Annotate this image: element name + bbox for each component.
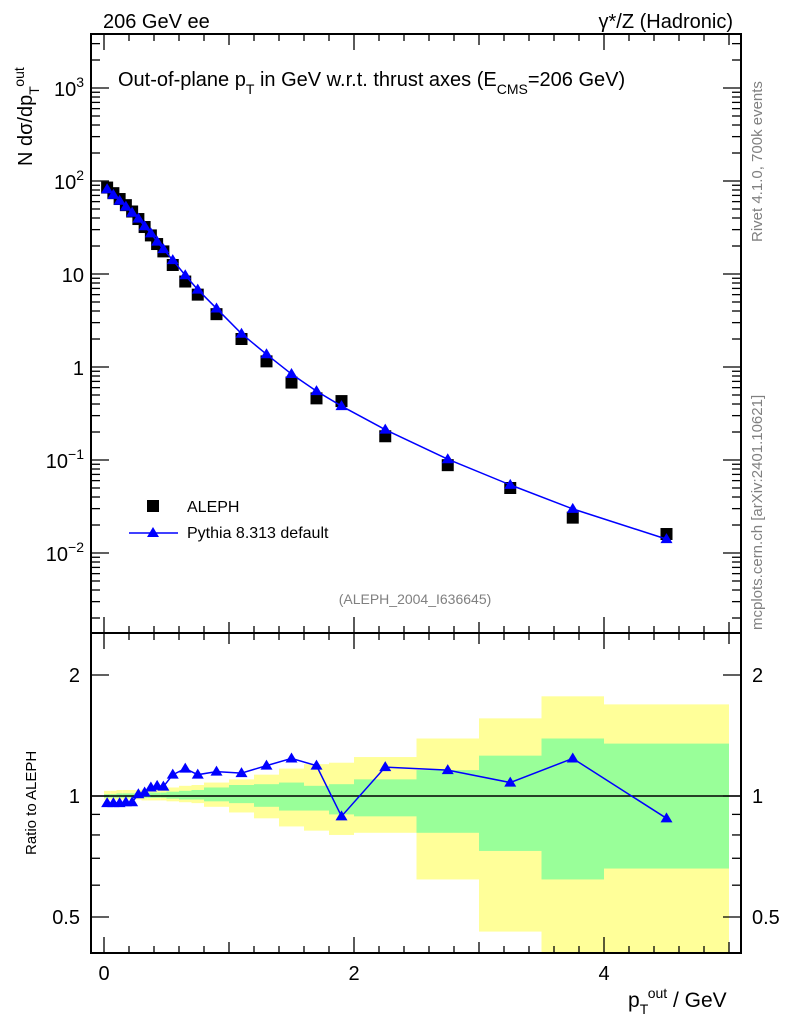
pythia-point: [126, 206, 139, 217]
pythia-point: [235, 327, 248, 338]
header-right: γ*/Z (Hadronic): [599, 11, 733, 33]
stat-uncertainty-band-bin: [204, 787, 229, 802]
main-y-tick-label: 102: [54, 167, 84, 194]
pythia-point: [138, 220, 151, 231]
pythia-point: [310, 385, 323, 396]
ratio-point: [179, 762, 192, 773]
ratio-point: [441, 764, 454, 775]
main-data-marks: [101, 181, 673, 544]
pythia-point: [379, 423, 392, 434]
ratio-y-tick-label-left: 1: [69, 786, 80, 808]
ratio-point: [379, 761, 392, 772]
x-axis-label: pTout / GeV: [628, 985, 727, 1017]
legend: ALEPH Pythia 8.313 default: [129, 499, 329, 542]
ratio-point: [157, 780, 170, 791]
ratio-point: [166, 768, 179, 779]
plot-title: Out-of-plane pT in GeV w.r.t. thrust axe…: [118, 69, 625, 97]
ratio-y-tick-label-right: 2: [752, 665, 763, 687]
main-panel-frame: [90, 33, 742, 634]
stat-uncertainty-band-bin: [604, 743, 729, 869]
ratio-y-tick-label-left: 0.5: [52, 907, 80, 929]
stat-uncertainty-band-bin: [229, 785, 254, 804]
pythia-curve: [106, 188, 667, 540]
main-y-tick-label: 10−2: [46, 539, 84, 566]
x-tick-label: 0: [98, 963, 109, 985]
ratio-y-tick-label-right: 1: [752, 786, 763, 808]
ratio-point: [310, 759, 323, 770]
pythia-point: [166, 254, 179, 265]
rivet-version-label: Rivet 4.1.0, 700k events: [749, 81, 766, 242]
stat-uncertainty-band-bin: [166, 791, 179, 799]
ratio-point: [235, 767, 248, 778]
ratio-point: [138, 786, 151, 797]
pythia-point: [144, 227, 157, 238]
legend-aleph-label: ALEPH: [187, 499, 239, 516]
pythia-point: [566, 502, 579, 513]
x-tick-label: 2: [348, 963, 359, 985]
axis-ticks: [91, 34, 741, 953]
stat-uncertainty-band-bin: [147, 792, 154, 798]
pythia-point: [132, 212, 145, 223]
ratio-y-axis-label: Ratio to ALEPH: [23, 751, 40, 855]
pythia-point: [157, 243, 170, 254]
ratio-point: [191, 768, 204, 779]
pythia-point: [101, 183, 114, 194]
pythia-point: [441, 453, 454, 464]
stat-uncertainty-band-bin: [304, 785, 329, 811]
pythia-point: [210, 302, 223, 313]
aleph-data-point: [310, 392, 323, 405]
ratio-y-tick-label-right: 0.5: [752, 907, 780, 929]
main-y-tick-label: 1: [73, 358, 84, 380]
main-y-axis-label: N dσ/dpTout: [11, 67, 42, 166]
legend-aleph-marker: [147, 500, 159, 512]
ratio-point: [260, 759, 273, 770]
pythia-point: [119, 200, 132, 211]
pythia-point: [113, 194, 126, 205]
stat-uncertainty-band-bin: [354, 779, 417, 817]
stat-uncertainty-band-bin: [154, 792, 161, 798]
header-left: 206 GeV ee: [103, 11, 210, 33]
pythia-point: [504, 478, 517, 489]
aleph-data-point: [285, 376, 298, 389]
stat-uncertainty-band-bin: [416, 770, 479, 833]
main-y-tick-label: 10: [62, 265, 84, 287]
ratio-point: [126, 796, 139, 807]
legend-pythia-marker: [147, 527, 159, 537]
pythia-point: [191, 283, 204, 294]
ratio-data-marks: [101, 752, 673, 823]
mcplots-label: mcplots.cern.ch [arXiv:2401.10621]: [749, 395, 766, 630]
ratio-point: [210, 765, 223, 776]
legend-pythia-label: Pythia 8.313 default: [187, 525, 329, 542]
pythia-point: [660, 533, 673, 544]
ratio-point: [285, 752, 298, 763]
pythia-point: [260, 348, 273, 359]
pythia-point: [107, 188, 120, 199]
ratio-point: [566, 752, 579, 763]
aleph-data-point: [260, 355, 273, 368]
ratio-point: [660, 812, 673, 823]
pythia-point: [179, 269, 192, 280]
pythia-point: [335, 400, 348, 411]
stat-uncertainty-band-bin: [479, 755, 542, 851]
aleph-data-point: [566, 511, 579, 524]
pythia-point: [151, 235, 164, 246]
x-tick-label: 4: [598, 963, 609, 985]
ratio-y-tick-label-left: 2: [69, 665, 80, 687]
main-y-tick-label: 10−1: [46, 446, 84, 473]
ratio-point: [504, 776, 517, 787]
pythia-point: [285, 368, 298, 379]
stat-uncertainty-band-bin: [179, 790, 192, 800]
stat-uncertainty-band-bin: [191, 789, 204, 800]
stat-uncertainty-band-bin: [160, 792, 167, 798]
ratio-point: [335, 810, 348, 821]
analysis-id: (ALEPH_2004_I636645): [339, 591, 492, 607]
main-y-tick-label: 103: [54, 74, 84, 101]
ratio-uncertainty-bands: [104, 696, 729, 953]
ratio-panel-frame: [90, 632, 742, 954]
